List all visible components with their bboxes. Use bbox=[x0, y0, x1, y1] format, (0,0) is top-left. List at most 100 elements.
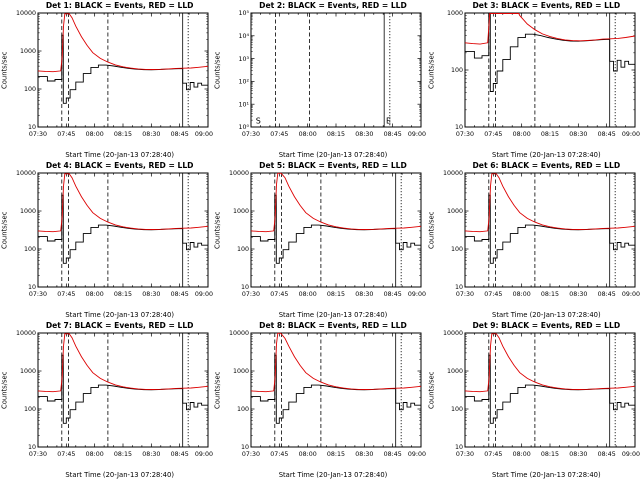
svg-text:08:45: 08:45 bbox=[171, 451, 189, 458]
x-axis-label: Start Time (20-Jan-13 07:28:40) bbox=[65, 151, 174, 159]
lld-series-line bbox=[37, 13, 209, 73]
svg-text:08:45: 08:45 bbox=[171, 291, 189, 298]
x-axis-label: Start Time (20-Jan-13 07:28:40) bbox=[65, 471, 174, 479]
svg-text:08:00: 08:00 bbox=[512, 131, 530, 138]
x-axis-label: Start Time (20-Jan-13 07:28:40) bbox=[492, 471, 601, 479]
svg-text:10: 10 bbox=[241, 284, 249, 291]
svg-text:08:30: 08:30 bbox=[356, 451, 374, 458]
plot-canvas-det2: 07:30 07:45 08:00 08:15 08:30 08:45 09:00 10⁰ 10… bbox=[239, 10, 427, 138]
lld-series-line bbox=[251, 172, 422, 233]
svg-text:1000: 1000 bbox=[20, 368, 36, 375]
svg-text:100: 100 bbox=[451, 406, 463, 413]
events-series-line bbox=[464, 354, 635, 424]
svg-text:10000: 10000 bbox=[16, 10, 36, 17]
lld-series-line bbox=[251, 332, 422, 393]
plot-canvas-det4: 07:30 07:45 08:00 08:15 08:30 08:45 09:00 10 100… bbox=[16, 170, 213, 298]
svg-text:08:45: 08:45 bbox=[384, 451, 402, 458]
svg-text:100: 100 bbox=[237, 406, 249, 413]
svg-text:08:00: 08:00 bbox=[86, 291, 104, 298]
events-series-line bbox=[251, 354, 422, 424]
svg-text:08:30: 08:30 bbox=[569, 291, 587, 298]
svg-text:10⁴: 10⁴ bbox=[239, 33, 250, 40]
svg-text:10: 10 bbox=[241, 444, 249, 451]
svg-text:08:30: 08:30 bbox=[356, 131, 374, 138]
svg-text:07:45: 07:45 bbox=[271, 291, 289, 298]
x-axis-label: Start Time (20-Jan-13 07:28:40) bbox=[278, 151, 388, 159]
svg-text:10000: 10000 bbox=[16, 170, 36, 177]
svg-text:10³: 10³ bbox=[239, 56, 250, 63]
plot-panel-det4: Det 4: BLACK = Events, RED = LLD Counts/… bbox=[0, 160, 214, 320]
plot-panel-det6: Det 6: BLACK = Events, RED = LLD Counts/… bbox=[427, 160, 640, 320]
svg-text:07:45: 07:45 bbox=[484, 131, 502, 138]
events-series-line bbox=[37, 194, 208, 264]
svg-text:10⁰: 10⁰ bbox=[239, 124, 250, 131]
svg-text:1000: 1000 bbox=[233, 208, 249, 215]
svg-text:08:15: 08:15 bbox=[327, 131, 345, 138]
plot-title: Det 6: BLACK = Events, RED = LLD bbox=[472, 161, 621, 170]
annotation-e: E bbox=[386, 116, 391, 125]
svg-text:1000: 1000 bbox=[20, 48, 36, 55]
events-series-line bbox=[464, 13, 635, 92]
svg-text:09:00: 09:00 bbox=[195, 131, 213, 138]
svg-text:10000: 10000 bbox=[16, 330, 36, 337]
svg-text:09:00: 09:00 bbox=[622, 291, 640, 298]
events-series-line bbox=[251, 194, 422, 264]
svg-text:09:00: 09:00 bbox=[408, 291, 426, 298]
events-series-line bbox=[37, 34, 208, 104]
svg-text:09:00: 09:00 bbox=[622, 451, 640, 458]
svg-text:08:00: 08:00 bbox=[299, 291, 317, 298]
svg-text:100: 100 bbox=[237, 246, 249, 253]
svg-text:08:00: 08:00 bbox=[299, 451, 317, 458]
svg-text:07:45: 07:45 bbox=[57, 291, 75, 298]
svg-text:1000: 1000 bbox=[20, 208, 36, 215]
svg-text:10000: 10000 bbox=[229, 330, 249, 337]
svg-text:09:00: 09:00 bbox=[408, 131, 426, 138]
svg-text:07:30: 07:30 bbox=[456, 131, 474, 138]
x-axis-label: Start Time (20-Jan-13 07:28:40) bbox=[65, 311, 174, 319]
svg-text:10: 10 bbox=[28, 124, 36, 131]
svg-text:08:15: 08:15 bbox=[114, 131, 132, 138]
plot-canvas-det7: 07:30 07:45 08:00 08:15 08:30 08:45 09:00 10 100… bbox=[16, 330, 213, 458]
svg-text:100: 100 bbox=[24, 406, 36, 413]
lld-series-line bbox=[37, 173, 209, 233]
svg-text:08:15: 08:15 bbox=[114, 291, 132, 298]
svg-text:07:45: 07:45 bbox=[271, 131, 289, 138]
svg-text:100: 100 bbox=[451, 67, 463, 74]
svg-text:08:30: 08:30 bbox=[142, 451, 160, 458]
plot-title: Det 9: BLACK = Events, RED = LLD bbox=[472, 321, 621, 330]
svg-text:10⁵: 10⁵ bbox=[239, 10, 250, 17]
svg-text:07:45: 07:45 bbox=[57, 451, 75, 458]
plot-title: Det 4: BLACK = Events, RED = LLD bbox=[45, 161, 194, 170]
svg-text:100: 100 bbox=[24, 86, 36, 93]
svg-text:07:30: 07:30 bbox=[242, 451, 260, 458]
plot-panel-det5: Det 5: BLACK = Events, RED = LLD Counts/… bbox=[213, 160, 427, 320]
svg-text:08:45: 08:45 bbox=[171, 131, 189, 138]
svg-text:07:45: 07:45 bbox=[271, 451, 289, 458]
svg-text:08:00: 08:00 bbox=[299, 131, 317, 138]
svg-text:07:45: 07:45 bbox=[484, 451, 502, 458]
plot-panel-det9: Det 9: BLACK = Events, RED = LLD Counts/… bbox=[427, 320, 640, 480]
svg-text:08:45: 08:45 bbox=[384, 291, 402, 298]
svg-text:10: 10 bbox=[28, 444, 36, 451]
svg-text:08:30: 08:30 bbox=[569, 131, 587, 138]
svg-text:10: 10 bbox=[455, 444, 463, 451]
events-series-line bbox=[464, 194, 635, 264]
svg-text:08:15: 08:15 bbox=[541, 131, 559, 138]
plot-title: Det 2: BLACK = Events, RED = LLD bbox=[259, 1, 407, 10]
svg-text:08:45: 08:45 bbox=[384, 131, 402, 138]
svg-text:09:00: 09:00 bbox=[408, 451, 426, 458]
svg-text:07:45: 07:45 bbox=[57, 131, 75, 138]
svg-text:10: 10 bbox=[455, 284, 463, 291]
x-axis-label: Start Time (20-Jan-13 07:28:40) bbox=[278, 311, 388, 319]
plot-title: Det 7: BLACK = Events, RED = LLD bbox=[45, 321, 194, 330]
svg-text:07:45: 07:45 bbox=[484, 291, 502, 298]
plot-panel-det8: Det 8: BLACK = Events, RED = LLD Counts/… bbox=[213, 320, 427, 480]
svg-text:10: 10 bbox=[455, 124, 463, 131]
svg-text:08:15: 08:15 bbox=[114, 451, 132, 458]
svg-text:09:00: 09:00 bbox=[622, 131, 640, 138]
plot-canvas-det3: 07:30 07:45 08:00 08:15 08:30 08:45 09:00 10 100… bbox=[447, 10, 640, 138]
plot-canvas-det9: 07:30 07:45 08:00 08:15 08:30 08:45 09:00 10 100… bbox=[443, 330, 640, 458]
annotation-s: S bbox=[256, 116, 261, 125]
plot-canvas-det8: 07:30 07:45 08:00 08:15 08:30 08:45 09:00 10 100… bbox=[229, 330, 426, 458]
